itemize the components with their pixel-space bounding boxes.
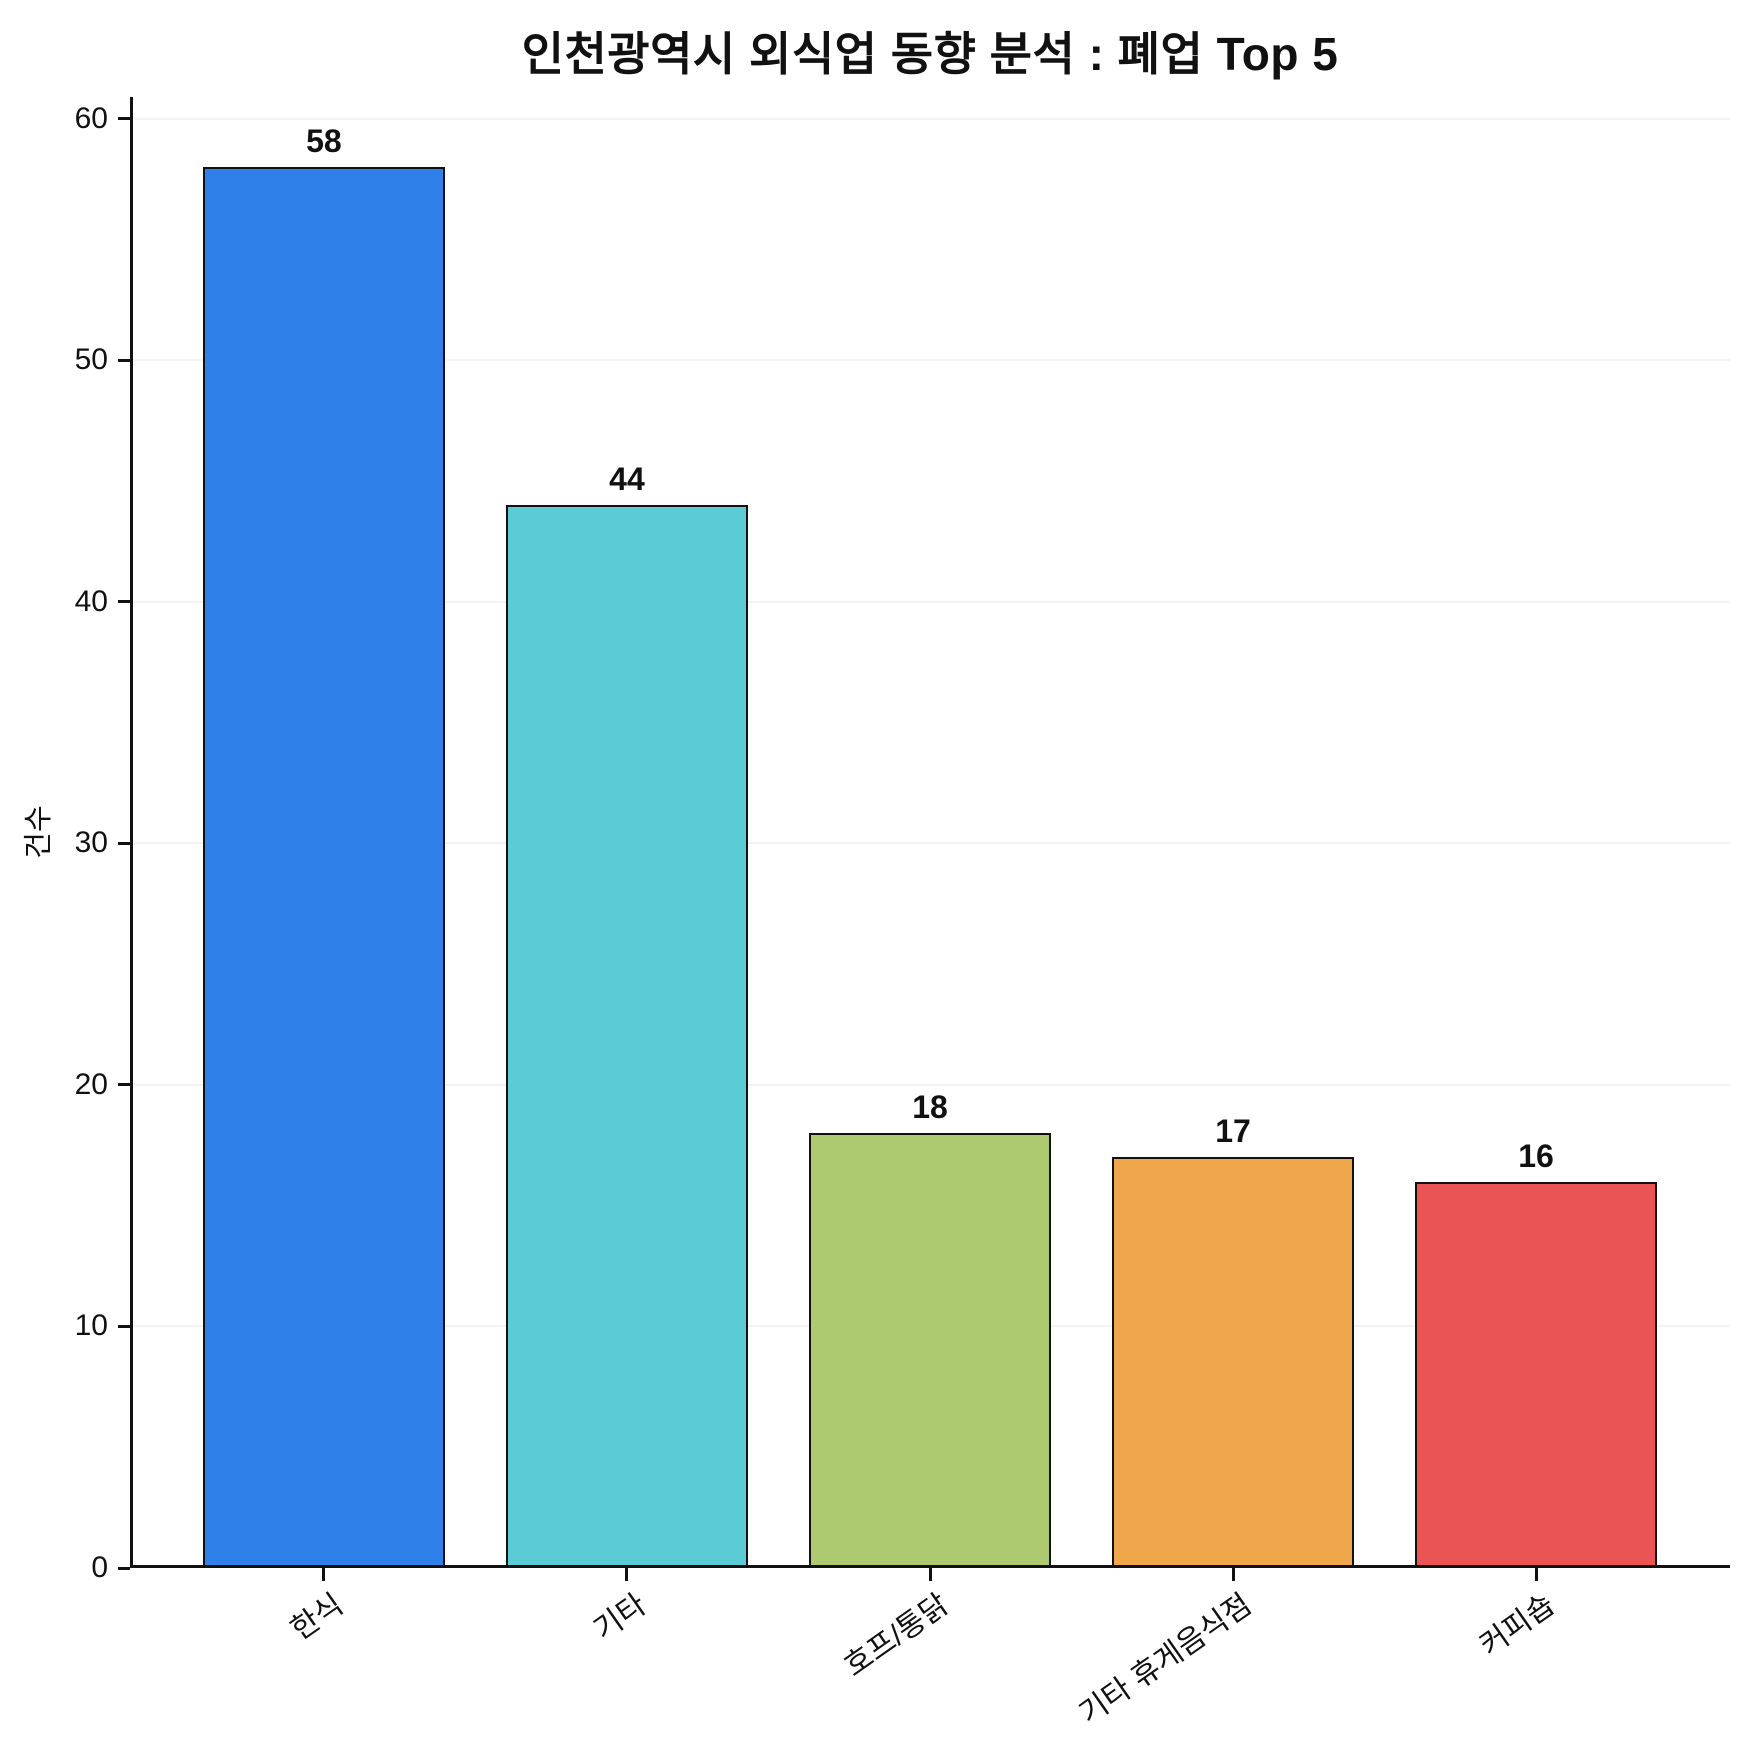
bar-5 (1414, 1181, 1658, 1568)
chart-title: 인천광역시 외식업 동향 분석 : 폐업 Top 5 (521, 28, 1339, 80)
x-tick-mark (928, 1568, 932, 1581)
x-axis-line (130, 1565, 1730, 1568)
y-tick-label: 10 (74, 1309, 108, 1343)
bar-4 (1111, 1157, 1355, 1568)
x-tick-label: 호프/통닭 (838, 1588, 955, 1684)
y-tick-mark (118, 1566, 130, 1570)
x-tick-mark (322, 1568, 326, 1581)
gridline (130, 1083, 1730, 1086)
bar-value-label: 18 (912, 1089, 948, 1126)
plot-area: 58 44 18 17 16 (130, 97, 1730, 1568)
bar-3 (808, 1133, 1052, 1568)
x-tick-mark (1534, 1568, 1538, 1581)
x-tick-label: 기타 휴게음식점 (1073, 1588, 1258, 1731)
bar-1 (202, 167, 446, 1568)
x-tick-mark (1231, 1568, 1235, 1581)
bar-value-label: 44 (609, 461, 645, 498)
x-tick-label: 커피숍 (1474, 1588, 1561, 1663)
y-tick-label: 40 (74, 584, 108, 618)
x-tick-label: 기타 (587, 1588, 652, 1647)
y-tick-label: 60 (74, 101, 108, 135)
gridline (130, 600, 1730, 603)
y-axis-line (130, 97, 133, 1568)
bar-value-label: 16 (1518, 1137, 1554, 1174)
gridline (130, 117, 1730, 120)
y-tick-mark (118, 358, 130, 362)
y-tick-mark (118, 841, 130, 845)
x-tick-mark (625, 1568, 629, 1581)
gridline (130, 359, 1730, 362)
gridline (130, 842, 1730, 845)
y-tick-label: 30 (74, 826, 108, 860)
y-tick-mark (118, 117, 130, 121)
y-tick-mark (118, 1324, 130, 1328)
bar-2 (505, 505, 749, 1568)
bar-value-label: 58 (306, 123, 342, 160)
y-tick-mark (118, 1083, 130, 1087)
bar-value-label: 17 (1215, 1113, 1251, 1150)
y-tick-label: 20 (74, 1067, 108, 1101)
x-tick-label: 한식 (284, 1588, 349, 1647)
y-tick-label: 50 (74, 343, 108, 377)
y-tick-mark (118, 600, 130, 604)
y-tick-label: 0 (91, 1551, 108, 1584)
